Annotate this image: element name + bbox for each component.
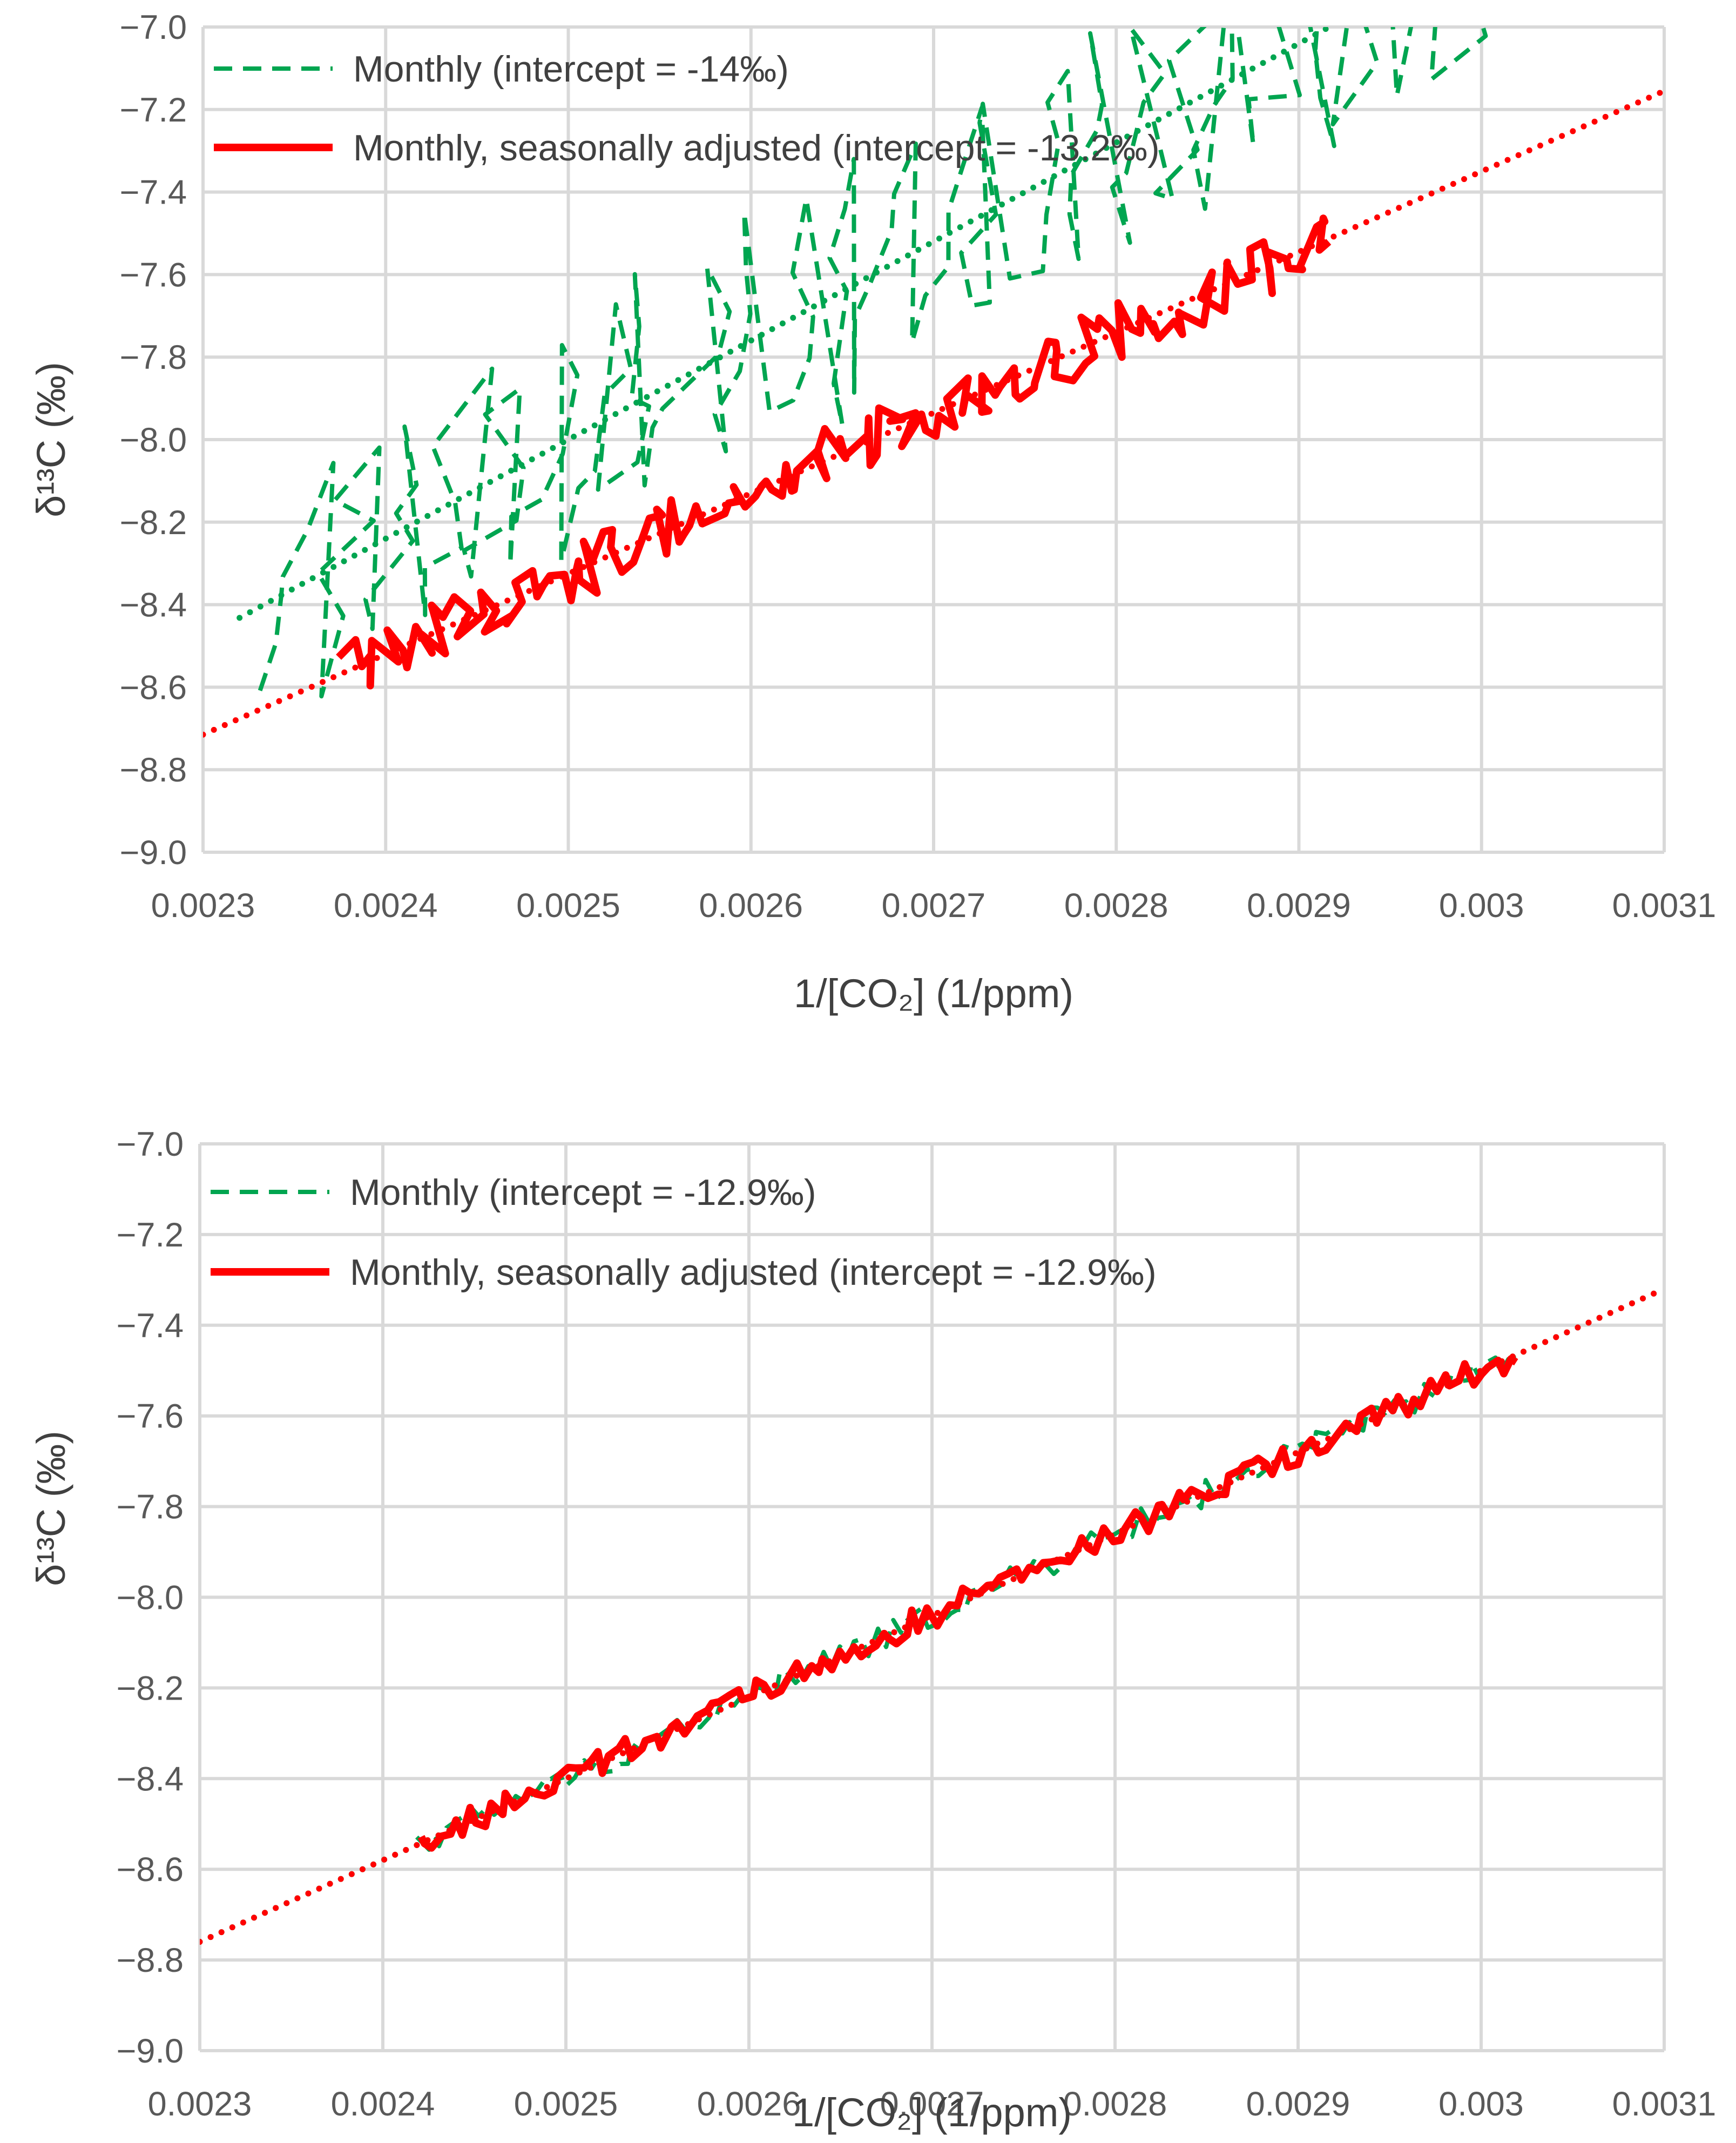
trendline-1 xyxy=(203,87,1664,738)
y-tick-label: −7.6 xyxy=(120,256,187,294)
y-tick-label: −8.6 xyxy=(120,669,187,706)
trendline-0 xyxy=(237,27,1336,621)
series-1-line xyxy=(336,214,1332,690)
y-tick-label: −8.4 xyxy=(120,587,187,624)
x-tick-label: 0.0031 xyxy=(1612,2085,1717,2123)
legend-label-0: Monthly (intercept = -12.9‰) xyxy=(350,1172,816,1213)
x-tick-label: 0.0024 xyxy=(334,887,438,925)
y-tick-label: −8.8 xyxy=(117,1942,184,1979)
x-tick-label: 0.003 xyxy=(1439,887,1524,925)
y-tick-label: −7.0 xyxy=(120,9,187,46)
x-tick-label: 0.0026 xyxy=(697,2085,801,2123)
plot-area xyxy=(200,1286,1664,1945)
x-tick-label: 0.003 xyxy=(1438,2085,1524,2123)
x-tick-label: 0.0025 xyxy=(514,2085,618,2123)
x-tick-label: 0.0028 xyxy=(1064,887,1168,925)
y-tick-label: −7.2 xyxy=(117,1216,184,1254)
x-axis-title: 1/[CO₂] (1/ppm) xyxy=(794,971,1073,1016)
y-tick-label: −7.4 xyxy=(120,174,187,212)
x-tick-label: 0.0029 xyxy=(1246,2085,1350,2123)
x-tick-label: 0.0031 xyxy=(1612,887,1717,925)
x-tick-label: 0.0023 xyxy=(151,887,255,925)
y-tick-label: −7.8 xyxy=(117,1488,184,1526)
top-chart: 0.0023 0.0024 0.0025 0.0026 0.0027 0.0028 0.00… xyxy=(29,9,1717,1016)
y-tick-label: −8.6 xyxy=(117,1851,184,1889)
y-tick-label: −7.4 xyxy=(117,1307,184,1345)
x-tick-label: 0.0028 xyxy=(1063,2085,1167,2123)
y-tick-label: −9.0 xyxy=(117,2032,184,2070)
x-tick-label: 0.0024 xyxy=(331,2085,435,2123)
x-tick-label: 0.0027 xyxy=(882,887,986,925)
plot-area xyxy=(203,27,1664,738)
y-axis-title: δ¹³C (‰) xyxy=(29,362,73,517)
y-tick-label: −8.2 xyxy=(120,504,187,542)
series-0-line xyxy=(258,27,1488,699)
x-tick-label: 0.0026 xyxy=(699,887,803,925)
y-tick-label: −8.0 xyxy=(117,1579,184,1617)
x-tick-label: 0.0027 xyxy=(880,2085,984,2123)
x-tick-label: 0.0029 xyxy=(1247,887,1351,925)
y-tick-label: −7.6 xyxy=(117,1398,184,1436)
y-tick-label: −9.0 xyxy=(120,834,187,872)
y-tick-label: −8.4 xyxy=(117,1760,184,1798)
x-tick-label: 0.0023 xyxy=(148,2085,252,2123)
bottom-chart: 0.0023 0.0024 0.0025 0.0026 0.0027 0.0028 0.00… xyxy=(29,1126,1716,2135)
y-tick-label: −8.8 xyxy=(120,751,187,789)
y-tick-label: −7.0 xyxy=(117,1126,184,1163)
x-axis-title: 1/[CO₂] (1/ppm) xyxy=(792,2090,1072,2135)
y-tick-label: −8.0 xyxy=(120,421,187,459)
series-1-line xyxy=(417,1355,1518,1852)
y-tick-label: −8.2 xyxy=(117,1669,184,1707)
x-tick-label: 0.0025 xyxy=(516,887,620,925)
legend-label-1: Monthly, seasonally adjusted (intercept … xyxy=(350,1252,1157,1293)
y-axis-title: δ¹³C (‰) xyxy=(29,1431,73,1586)
legend-label-1: Monthly, seasonally adjusted (intercept … xyxy=(353,127,1160,169)
y-tick-label: −7.2 xyxy=(120,91,187,129)
y-tick-label: −7.8 xyxy=(120,339,187,376)
legend-label-0: Monthly (intercept = -14‰) xyxy=(353,49,789,90)
